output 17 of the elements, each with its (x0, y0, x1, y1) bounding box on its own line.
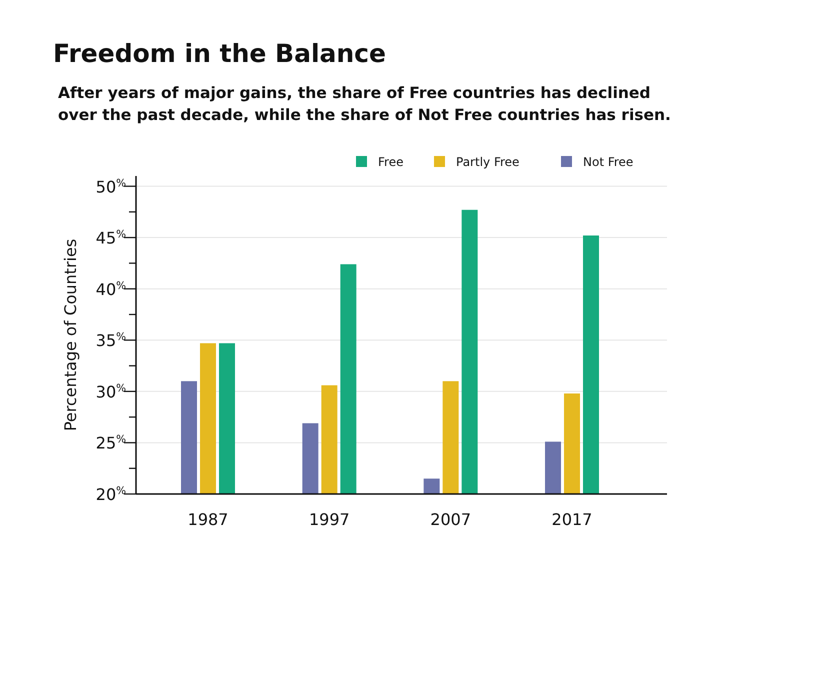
y-tick-label: 30$^{%}$ (96, 382, 126, 402)
y-tick-label: 20$^{%}$ (96, 485, 126, 504)
y-axis-title: Percentage of Countries (61, 238, 80, 432)
legend-label: Partly Free (456, 155, 520, 169)
x-tick-label: 1987 (188, 510, 228, 529)
y-tick-label: 40$^{%}$ (96, 280, 126, 299)
legend-label: Free (378, 155, 404, 169)
y-tick-label: 35$^{%}$ (96, 331, 126, 350)
x-tick-label: 1997 (308, 510, 350, 529)
x-tick-label: 2007 (430, 510, 472, 529)
y-tick-label: 25$^{%}$ (96, 434, 126, 453)
legend-label: Not Free (583, 155, 634, 169)
chart-title: Freedom in the Balance (53, 39, 386, 68)
chart-subtitle: After years of major gains, the share of Free countries has declined over the past decade, while the share of Not Free countries has risen. (58, 84, 671, 124)
y-tick-label: 45$^{%}$ (96, 228, 126, 248)
x-tick-label: 2017 (552, 510, 592, 529)
y-tick-label: 50$^{%}$ (96, 177, 126, 196)
